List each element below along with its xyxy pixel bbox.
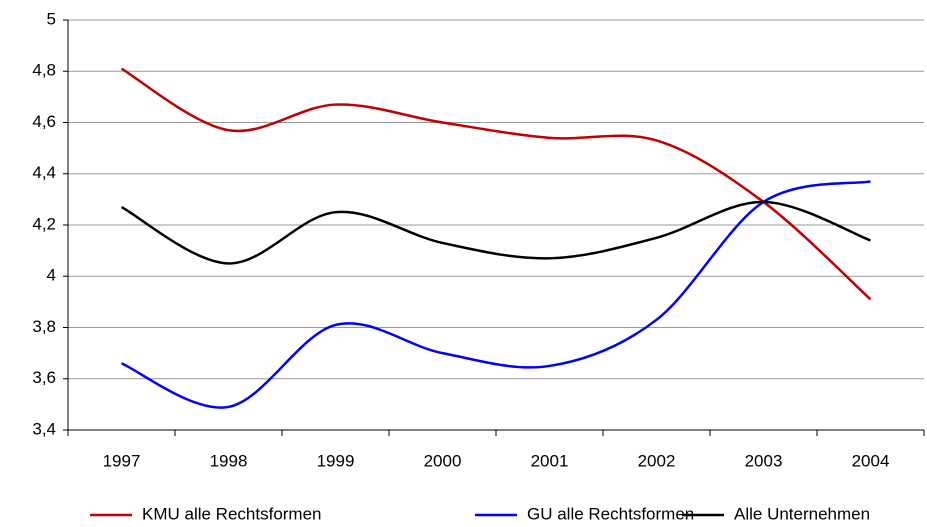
y-tick-label: 4,6 — [32, 112, 56, 131]
y-tick-label: 5 — [47, 9, 56, 28]
legend-label: Alle Unternehmen — [734, 504, 870, 523]
series-line — [120, 67, 872, 301]
x-tick-label: 1998 — [210, 451, 248, 470]
y-tick-label: 3,8 — [32, 317, 56, 336]
series-line — [120, 200, 871, 265]
legend-label: KMU alle Rechtsformen — [142, 504, 322, 523]
x-tick-label: 2001 — [531, 451, 569, 470]
y-tick-label: 4,4 — [32, 163, 56, 182]
y-tick-label: 3,6 — [32, 368, 56, 387]
y-tick-label: 4,2 — [32, 214, 56, 233]
x-tick-label: 1997 — [103, 451, 141, 470]
x-tick-label: 2004 — [852, 451, 890, 470]
x-tick-label: 2002 — [638, 451, 676, 470]
y-tick-label: 4 — [47, 266, 56, 285]
legend-label: GU alle Rechtsformen — [527, 504, 694, 523]
y-tick-label: 4,8 — [32, 61, 56, 80]
y-tick-label: 3,4 — [32, 419, 56, 438]
x-tick-label: 2003 — [745, 451, 783, 470]
x-tick-label: 1999 — [317, 451, 355, 470]
series-line — [121, 180, 871, 409]
x-tick-label: 2000 — [424, 451, 462, 470]
